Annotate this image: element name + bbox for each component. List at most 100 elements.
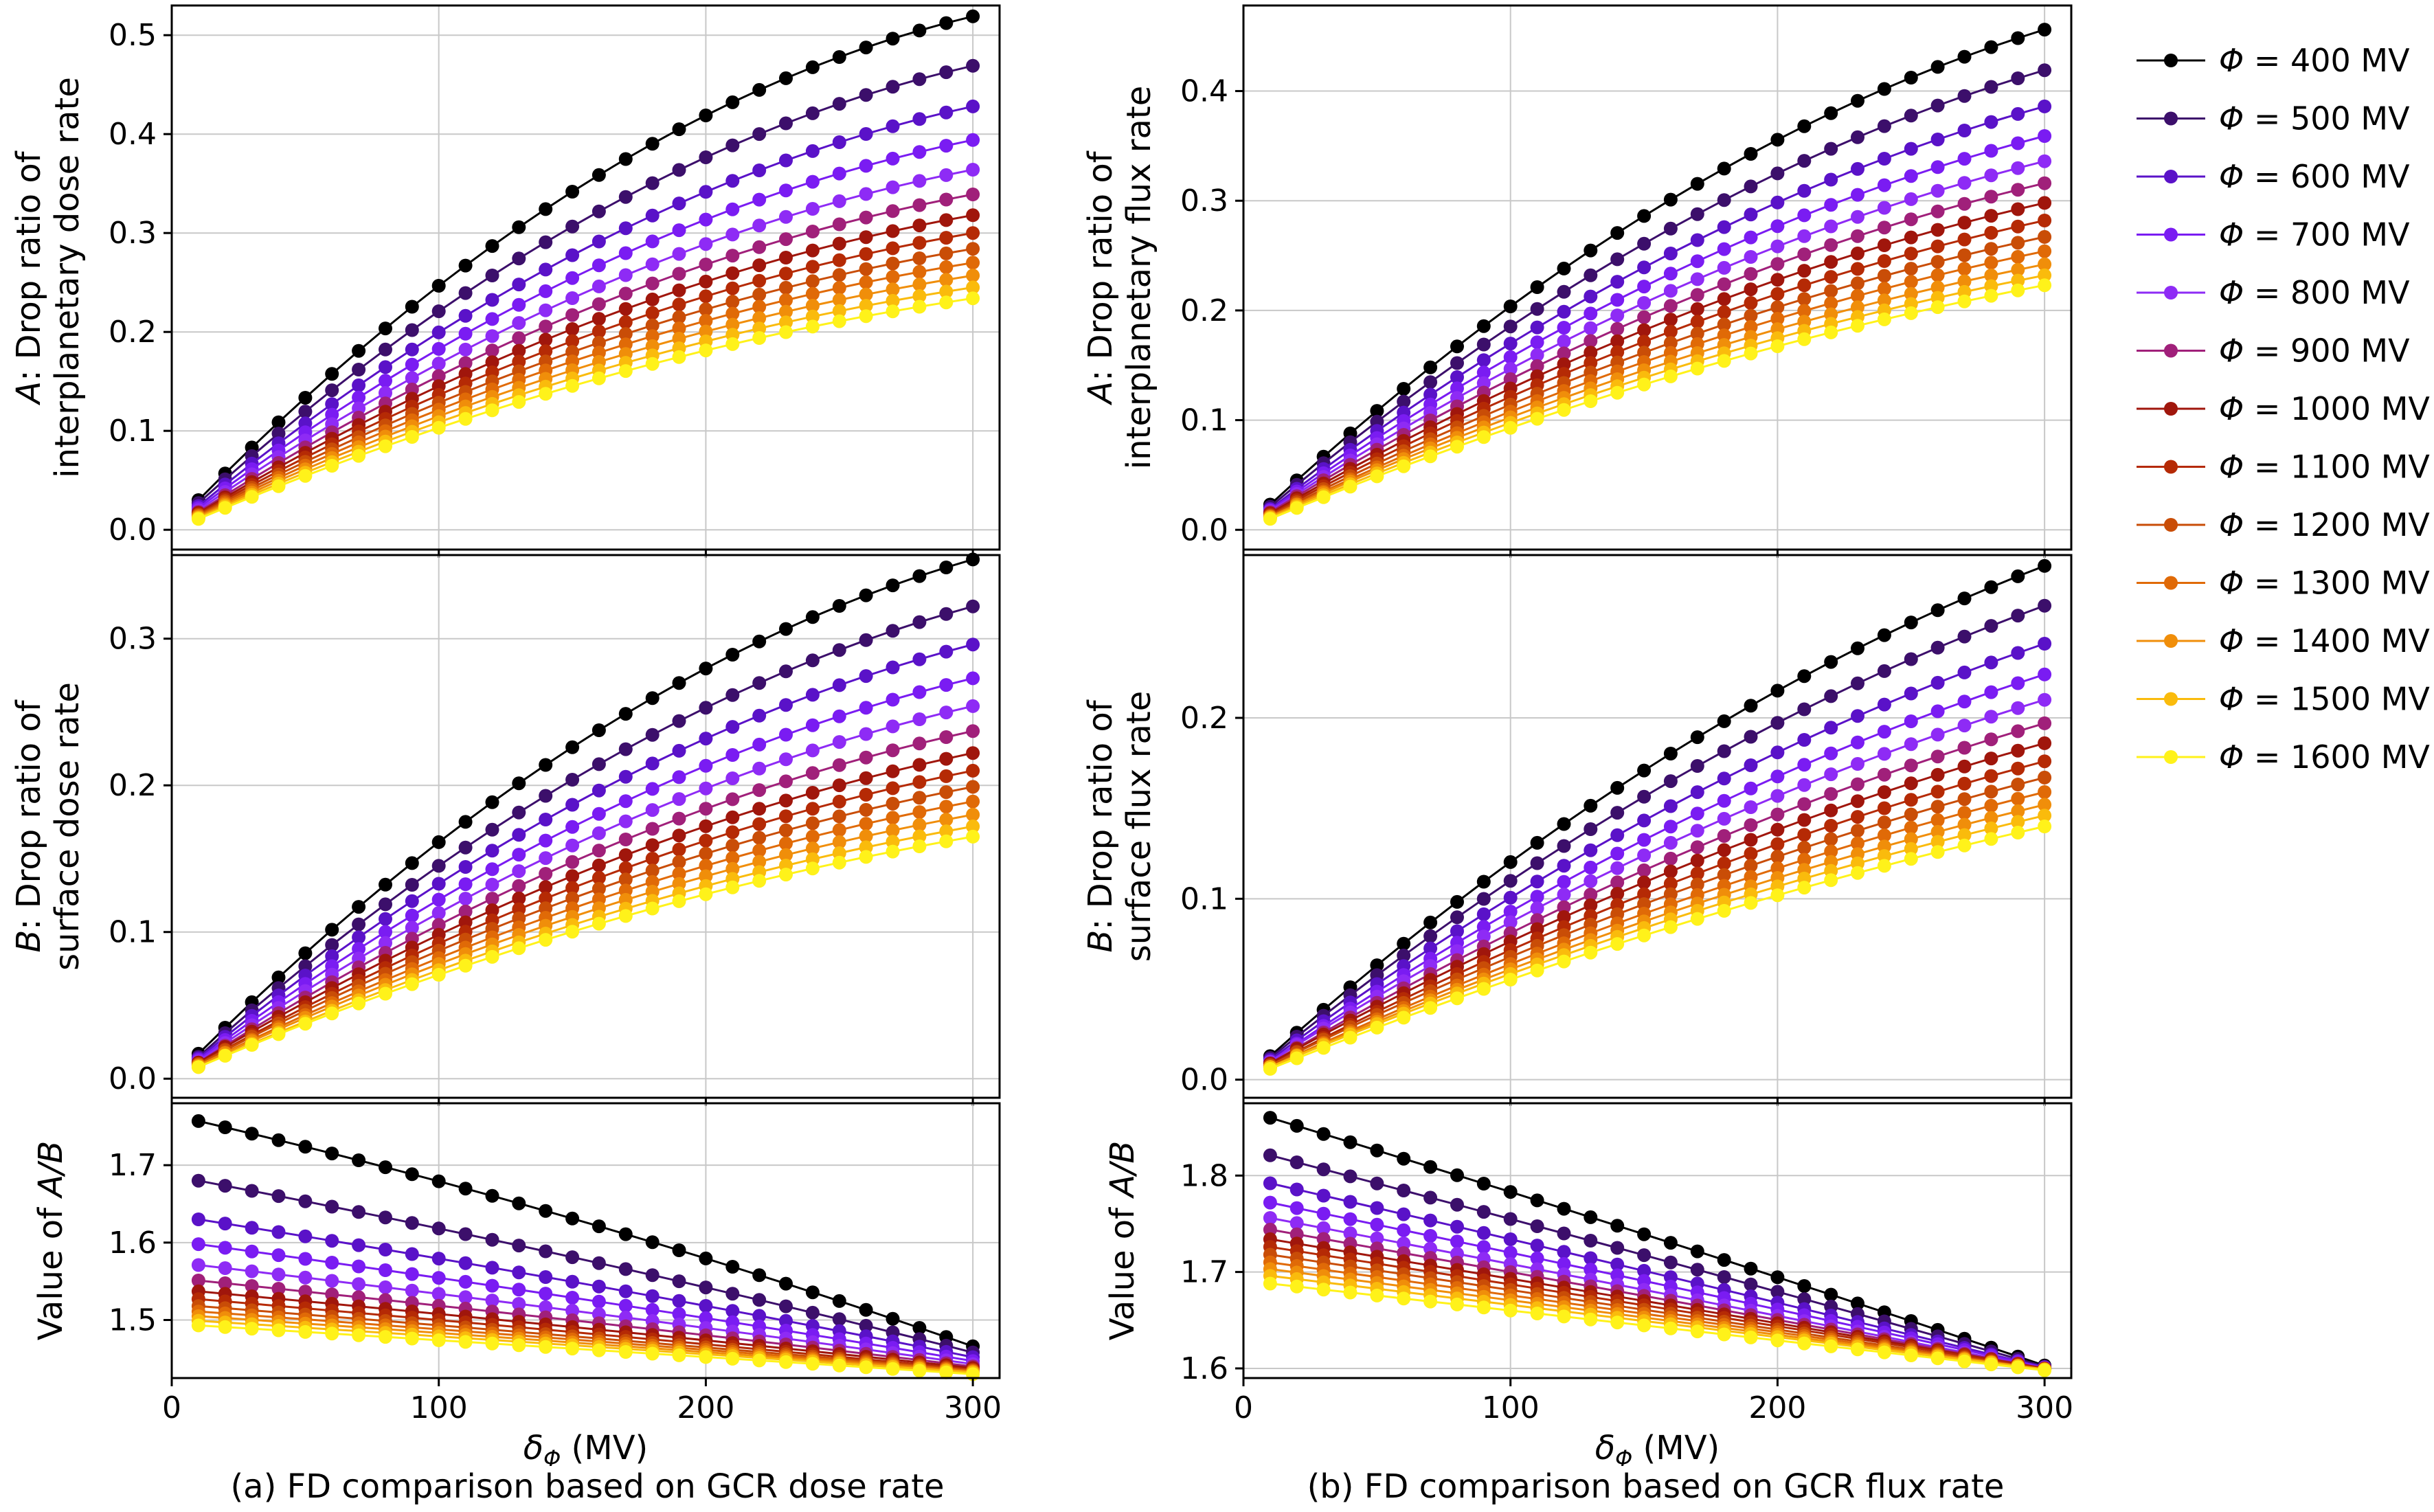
data-point xyxy=(1263,1195,1277,1210)
data-point xyxy=(1851,93,1864,108)
data-point xyxy=(752,258,767,273)
data-point xyxy=(1877,201,1891,215)
data-point xyxy=(1717,1253,1731,1267)
data-point xyxy=(805,829,820,844)
data-point xyxy=(1637,863,1652,877)
data-point xyxy=(1984,1357,1998,1372)
data-point xyxy=(512,1265,526,1280)
data-point xyxy=(1824,803,1838,817)
data-point xyxy=(699,819,713,833)
data-point xyxy=(191,1274,205,1287)
data-point xyxy=(565,855,580,869)
data-point xyxy=(645,822,660,836)
data-point xyxy=(618,327,633,341)
data-point xyxy=(1289,1051,1304,1065)
data-point xyxy=(512,278,526,292)
data-point xyxy=(1637,928,1652,943)
data-point xyxy=(1610,275,1625,289)
data-point xyxy=(539,833,553,848)
legend-marker xyxy=(2164,692,2178,706)
data-point xyxy=(752,708,767,723)
data-point xyxy=(1930,824,1945,839)
data-point xyxy=(512,251,526,266)
data-point xyxy=(1423,387,1438,402)
data-point xyxy=(1610,875,1625,890)
data-point xyxy=(1984,798,1998,813)
data-point xyxy=(966,291,980,306)
data-point xyxy=(379,321,392,336)
data-point xyxy=(1370,1201,1384,1215)
data-point xyxy=(966,699,980,713)
data-point xyxy=(405,908,419,923)
series-line xyxy=(1269,565,2045,1057)
data-point xyxy=(1717,305,1731,319)
data-point xyxy=(618,1262,633,1276)
data-point xyxy=(539,789,553,803)
data-point xyxy=(725,138,740,153)
data-point xyxy=(1690,254,1704,269)
data-point xyxy=(1877,152,1891,166)
data-point xyxy=(539,851,553,866)
data-point xyxy=(1957,806,1972,820)
data-point xyxy=(939,678,954,692)
data-point xyxy=(1530,835,1544,850)
data-point xyxy=(939,752,954,766)
data-point xyxy=(1370,1217,1384,1232)
data-point xyxy=(1877,767,1891,782)
data-point xyxy=(1316,1041,1331,1055)
data-point xyxy=(458,308,473,323)
data-point xyxy=(379,360,392,374)
data-point xyxy=(618,152,633,166)
data-point xyxy=(1557,888,1571,902)
data-point xyxy=(512,1239,526,1253)
data-point xyxy=(939,834,954,848)
data-point xyxy=(1797,304,1812,318)
x-tick-label: 300 xyxy=(944,1390,1002,1425)
series-line xyxy=(1270,814,2045,1068)
data-point xyxy=(779,210,793,224)
data-point xyxy=(1824,655,1838,669)
y-axis-label: Value of A/B xyxy=(32,1141,70,1341)
data-point xyxy=(565,925,580,939)
data-point xyxy=(565,308,580,322)
data-point xyxy=(1877,815,1891,830)
data-point xyxy=(325,1199,339,1214)
data-point xyxy=(1397,948,1411,962)
data-point xyxy=(1797,1336,1812,1351)
data-point xyxy=(352,917,366,932)
data-point xyxy=(1476,319,1491,333)
data-point xyxy=(431,906,446,920)
data-point xyxy=(1957,1354,1972,1368)
data-point xyxy=(565,248,580,262)
data-point xyxy=(1610,252,1625,267)
data-point xyxy=(859,588,873,602)
data-point xyxy=(859,1360,873,1375)
data-point xyxy=(886,835,900,849)
data-point xyxy=(1877,312,1891,326)
data-point xyxy=(1530,411,1544,426)
data-point xyxy=(618,872,633,887)
y-tick-label: 0.1 xyxy=(1180,881,1228,916)
data-point xyxy=(431,369,446,383)
data-point xyxy=(832,236,846,251)
data-point xyxy=(1610,385,1625,400)
data-point xyxy=(539,867,553,881)
data-point xyxy=(1663,324,1678,339)
data-point xyxy=(1637,813,1652,828)
data-point xyxy=(539,758,553,772)
data-point xyxy=(1450,440,1464,454)
data-point xyxy=(939,231,954,245)
data-point xyxy=(1476,1226,1491,1240)
data-point xyxy=(618,707,633,721)
data-point xyxy=(672,1294,686,1308)
data-point xyxy=(565,773,580,787)
data-point xyxy=(539,891,553,905)
data-point xyxy=(1930,204,1945,218)
data-point xyxy=(805,766,820,780)
data-point xyxy=(672,1274,686,1289)
data-point xyxy=(431,279,446,293)
data-point xyxy=(1717,868,1731,882)
data-point xyxy=(859,187,873,201)
data-point xyxy=(966,242,980,256)
data-point xyxy=(1450,1197,1464,1212)
